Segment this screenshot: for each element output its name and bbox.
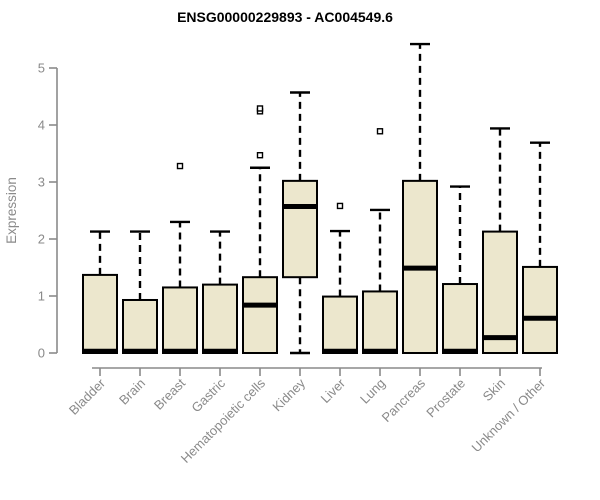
box-iqr bbox=[442, 283, 478, 354]
boxplot-prostate bbox=[442, 185, 478, 354]
outlier-point bbox=[176, 162, 184, 170]
boxplot-brain bbox=[122, 230, 158, 354]
box-iqr bbox=[362, 290, 398, 355]
x-tick-label: Breast bbox=[151, 375, 188, 412]
boxplot-gastric bbox=[202, 230, 238, 355]
boxplot-pancreas bbox=[402, 42, 438, 354]
boxplot-skin bbox=[482, 127, 518, 354]
y-axis-title: Expression bbox=[4, 177, 19, 244]
box-iqr bbox=[122, 298, 158, 354]
x-tick-label: Lung bbox=[357, 376, 388, 407]
box-iqr bbox=[202, 283, 238, 355]
y-tick-label: 3 bbox=[38, 175, 45, 190]
boxplot-breast bbox=[162, 162, 198, 355]
boxplot-unknown-other bbox=[522, 141, 558, 354]
box-iqr bbox=[322, 295, 358, 355]
box-iqr bbox=[242, 276, 278, 354]
y-tick-label: 0 bbox=[38, 346, 45, 361]
outlier-point bbox=[256, 105, 264, 112]
y-tick-label: 5 bbox=[38, 61, 45, 76]
boxplot-bladder bbox=[82, 230, 118, 354]
x-tick-label: Skin bbox=[480, 376, 508, 404]
box-iqr bbox=[482, 230, 518, 354]
y-tick-label: 4 bbox=[38, 118, 45, 133]
y-tick-label: 2 bbox=[38, 232, 45, 247]
x-tick-label: Unknown / Other bbox=[469, 375, 549, 455]
box-iqr bbox=[282, 179, 318, 279]
outlier-point bbox=[336, 202, 344, 210]
boxplot-lung bbox=[362, 128, 398, 355]
box-iqr bbox=[162, 286, 198, 355]
box-iqr bbox=[82, 273, 118, 354]
chart-title: ENSG00000229893 - AC004549.6 bbox=[177, 9, 393, 25]
boxplot-kidney bbox=[282, 91, 318, 355]
boxplot-hematopoietic-cells bbox=[242, 105, 278, 354]
boxplot-liver bbox=[322, 202, 358, 355]
x-tick-label: Brain bbox=[116, 376, 148, 408]
box-iqr bbox=[522, 265, 558, 354]
outlier-point bbox=[376, 128, 384, 135]
y-axis: 0 1 2 3 4 5 Expression bbox=[4, 61, 58, 361]
x-tick-label: Prostate bbox=[423, 376, 468, 421]
x-tick-label: Bladder bbox=[66, 375, 109, 418]
y-tick-label: 1 bbox=[38, 289, 45, 304]
outlier-point bbox=[256, 152, 264, 159]
x-tick-label: Liver bbox=[318, 375, 349, 406]
x-tick-label: Kidney bbox=[269, 375, 308, 414]
x-tick-label: Pancreas bbox=[379, 375, 429, 425]
